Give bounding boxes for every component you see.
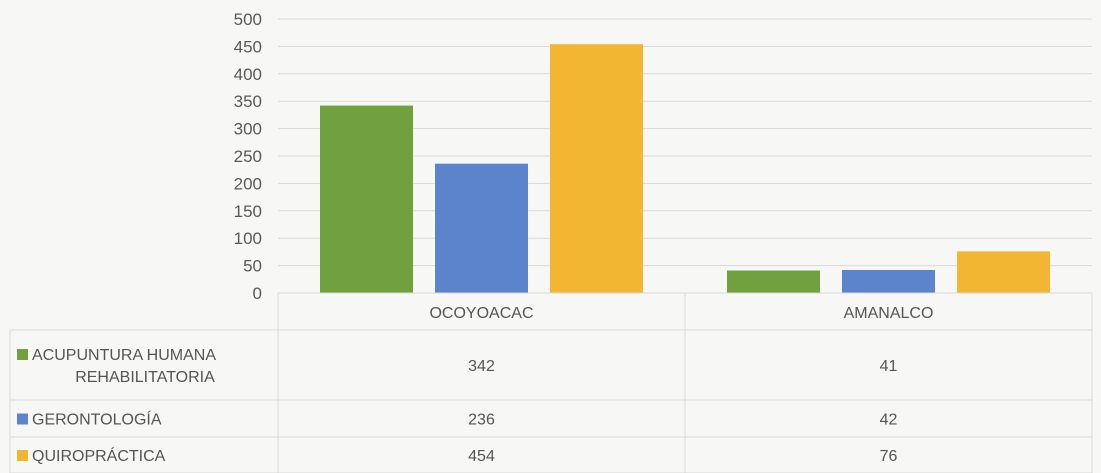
data-value-label: 41 <box>880 358 898 375</box>
bar-ocoyoacac-series-0 <box>320 105 413 293</box>
data-value-label: 42 <box>880 412 898 429</box>
legend-key <box>17 450 28 461</box>
y-tick-label: 200 <box>234 174 262 193</box>
y-tick-label: 500 <box>234 10 262 29</box>
category-label: OCOYOACAC <box>429 305 533 322</box>
y-tick-label: 450 <box>234 37 262 56</box>
gridlines <box>278 18 1092 294</box>
category-label: AMANALCO <box>844 305 934 322</box>
bar-amanalco-series-1 <box>842 269 935 293</box>
y-tick-label: 150 <box>234 202 262 221</box>
bar-amanalco-series-2 <box>957 251 1050 293</box>
y-tick-label: 300 <box>234 120 262 139</box>
data-value-label: 76 <box>880 448 898 465</box>
y-tick-label: 50 <box>243 257 262 276</box>
bars <box>320 44 1050 293</box>
data-table: OCOYOACAC AMANALCO ACUPUNTURA HUMANA REHABI… <box>9 292 1093 473</box>
legend-key <box>17 349 28 360</box>
bar-ocoyoacac-series-2 <box>550 44 643 293</box>
bar-ocoyoacac-series-1 <box>435 163 528 293</box>
y-tick-label: 350 <box>234 92 262 111</box>
y-tick-label: 100 <box>234 229 262 248</box>
legend-key <box>17 413 28 425</box>
y-tick-label: 0 <box>253 284 262 303</box>
bar-amanalco-series-0 <box>727 270 820 293</box>
legend-label: GERONTOLOGÍA <box>32 410 162 429</box>
y-tick-label: 250 <box>234 147 262 166</box>
data-value-label: 342 <box>468 358 495 375</box>
legend-label: QUIROPRÁCTICA <box>32 446 166 465</box>
data-value-label: 236 <box>468 412 495 429</box>
legend-label: REHABILITATORIA <box>75 369 215 386</box>
data-value-label: 454 <box>468 448 495 465</box>
legend-label: ACUPUNTURA HUMANA <box>32 347 216 364</box>
y-axis-ticks: 0 50 100 150 200 250 300 350 400 450 500 <box>234 10 262 303</box>
y-tick-label: 400 <box>234 65 262 84</box>
